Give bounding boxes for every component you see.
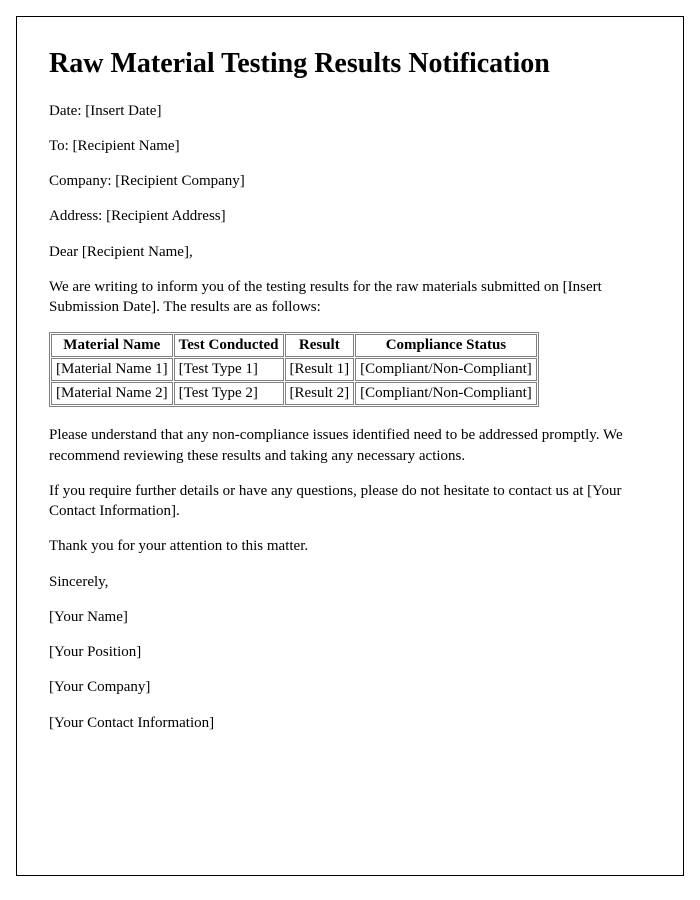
table-row: [Material Name 2] [Test Type 2] [Result … [51,382,537,405]
date-value: [Insert Date] [85,103,161,119]
cell-result: [Result 1] [285,358,355,381]
company-line: Company: [Recipient Company] [49,171,651,191]
signoff: Sincerely, [49,572,651,592]
date-line: Date: [Insert Date] [49,101,651,121]
cell-material: [Material Name 2] [51,382,173,405]
sender-position: [Your Position] [49,642,651,662]
body-p2-part1: If you require further details or have a… [49,483,587,499]
to-value: [Recipient Name] [73,138,180,154]
cell-test: [Test Type 2] [174,382,284,405]
sender-company: [Your Company] [49,677,651,697]
th-result: Result [285,334,355,357]
date-label: Date: [49,103,85,119]
company-label: Company: [49,173,115,189]
body-p2-part2: . [176,503,180,519]
th-material: Material Name [51,334,173,357]
intro-part2: . The results are as follows: [156,299,321,315]
salutation: Dear [Recipient Name], [49,242,651,262]
cell-result: [Result 2] [285,382,355,405]
company-value: [Recipient Company] [115,173,245,189]
sender-contact: [Your Contact Information] [49,713,651,733]
address-value: [Recipient Address] [106,208,226,224]
table-row: [Material Name 1] [Test Type 1] [Result … [51,358,537,381]
salutation-name: [Recipient Name] [82,244,189,260]
cell-compliance: [Compliant/Non-Compliant] [355,358,537,381]
document-frame: Raw Material Testing Results Notificatio… [16,16,684,876]
table-header-row: Material Name Test Conducted Result Comp… [51,334,537,357]
body-p1: Please understand that any non-complianc… [49,425,651,466]
address-label: Address: [49,208,106,224]
intro-paragraph: We are writing to inform you of the test… [49,277,651,318]
results-table: Material Name Test Conducted Result Comp… [49,332,539,407]
intro-part1: We are writing to inform you of the test… [49,279,563,295]
to-label: To: [49,138,73,154]
salutation-suffix: , [189,244,193,260]
body-p2: If you require further details or have a… [49,481,651,522]
salutation-prefix: Dear [49,244,82,260]
cell-material: [Material Name 1] [51,358,173,381]
th-test: Test Conducted [174,334,284,357]
cell-compliance: [Compliant/Non-Compliant] [355,382,537,405]
address-line: Address: [Recipient Address] [49,206,651,226]
page-title: Raw Material Testing Results Notificatio… [49,47,651,81]
to-line: To: [Recipient Name] [49,136,651,156]
cell-test: [Test Type 1] [174,358,284,381]
th-compliance: Compliance Status [355,334,537,357]
body-p3: Thank you for your attention to this mat… [49,536,651,556]
sender-name: [Your Name] [49,607,651,627]
